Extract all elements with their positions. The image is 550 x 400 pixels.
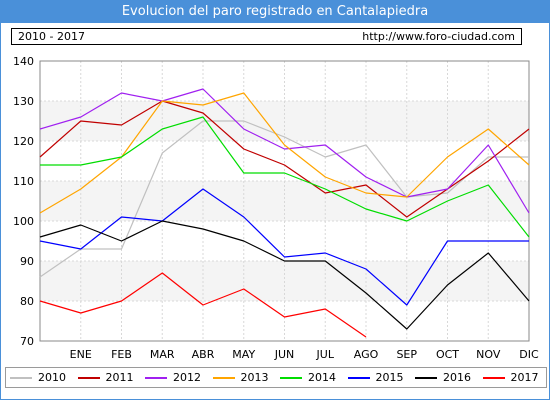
- legend-swatch: [145, 377, 167, 379]
- info-box: 2010 - 2017 http://www.foro-ciudad.com: [11, 28, 522, 45]
- legend: 2010 2011 2012 2013 2014 2015 2016 2017: [5, 367, 547, 388]
- legend-item-2015: 2015: [347, 368, 412, 387]
- x-tick-label: MAY: [232, 348, 255, 361]
- legend-item-2013: 2013: [212, 368, 277, 387]
- y-tick-label: 110: [13, 175, 34, 188]
- y-tick-label: 90: [20, 255, 34, 268]
- series-line-2012: [39, 88, 530, 214]
- legend-label: 2013: [240, 371, 269, 384]
- legend-label: 2014: [308, 371, 336, 384]
- x-tick-label: OCT: [436, 348, 459, 361]
- legend-label: 2016: [443, 371, 471, 384]
- series-line-2010: [39, 120, 529, 278]
- x-tick-label: NOV: [476, 348, 501, 361]
- x-tick-label: SEP: [396, 348, 417, 361]
- y-tick-label: 120: [13, 135, 34, 148]
- x-tick-label: AGO: [354, 348, 379, 361]
- x-tick-label: ENE: [70, 348, 92, 361]
- legend-swatch: [415, 377, 437, 379]
- legend-label: 2017: [510, 371, 539, 384]
- series-line-2016: [39, 220, 530, 330]
- legend-item-2017: 2017: [482, 368, 547, 387]
- legend-item-2014: 2014: [280, 368, 344, 387]
- legend-item-2012: 2012: [145, 368, 209, 387]
- legend-label: 2010: [38, 371, 66, 384]
- series-line-2017: [39, 272, 367, 338]
- legend-swatch: [347, 377, 370, 379]
- legend-label: 2011: [105, 371, 134, 384]
- x-tick-label: FEB: [111, 348, 132, 361]
- legend-label: 2012: [173, 371, 201, 384]
- x-tick-label: JUL: [316, 348, 335, 361]
- y-tick-label: 80: [20, 295, 34, 308]
- series-line-2015: [39, 188, 529, 306]
- legend-item-2011: 2011: [77, 368, 142, 387]
- x-tick-label: ABR: [192, 348, 215, 361]
- chart-title: Evolucion del paro registrado en Cantala…: [1, 1, 549, 23]
- legend-swatch: [10, 377, 32, 379]
- legend-swatch: [482, 377, 505, 379]
- source-url: http://www.foro-ciudad.com: [362, 30, 515, 43]
- y-tick-label: 70: [20, 335, 34, 348]
- x-tick-label: JUN: [274, 348, 295, 361]
- legend-label: 2015: [375, 371, 404, 384]
- legend-swatch: [212, 377, 235, 379]
- y-tick-label: 130: [13, 95, 34, 108]
- y-tick-label: 140: [13, 55, 34, 68]
- legend-swatch: [280, 377, 302, 379]
- period-label: 2010 - 2017: [18, 30, 85, 43]
- x-tick-label: DIC: [519, 348, 539, 361]
- x-tick-label: MAR: [150, 348, 175, 361]
- plot-border: [39, 60, 530, 342]
- y-tick-label: 100: [13, 215, 34, 228]
- legend-item-2016: 2016: [415, 368, 479, 387]
- legend-swatch: [77, 377, 100, 379]
- legend-item-2010: 2010: [10, 368, 74, 387]
- series-line-2014: [40, 116, 530, 238]
